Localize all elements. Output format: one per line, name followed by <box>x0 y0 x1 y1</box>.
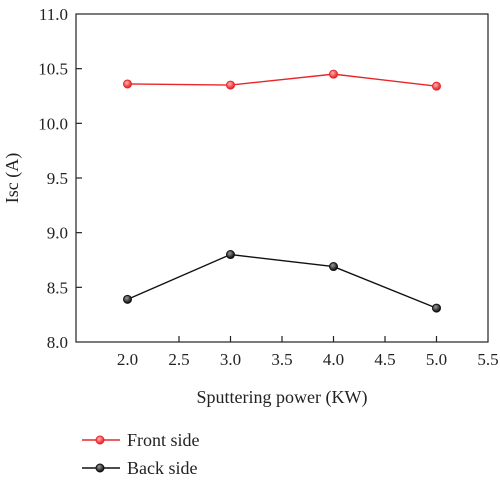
y-axis-title: Isc (A) <box>2 153 23 203</box>
data-point-front-side <box>432 81 441 91</box>
data-point-front-side <box>226 80 235 90</box>
legend-marker-back-side <box>95 463 105 473</box>
plot-frame <box>75 13 489 343</box>
y-tick-label: 9.0 <box>47 224 68 243</box>
data-point-front-side <box>123 79 132 89</box>
x-axis-ticks: 2.0 2.5 3.0 3.5 4.0 4.5 5.0 5.5 <box>117 336 499 369</box>
legend-marker-front-side <box>95 435 105 445</box>
y-tick-label: 11.0 <box>39 5 68 24</box>
x-tick-label: 2.0 <box>117 350 138 369</box>
series-line-front-side <box>127 73 437 87</box>
x-tick-label: 5.5 <box>477 350 498 369</box>
x-tick-label: 5.0 <box>426 350 447 369</box>
series-line-back-side <box>127 253 437 309</box>
data-point-back-side <box>329 262 338 272</box>
x-tick-label: 4.0 <box>323 350 344 369</box>
data-point-back-side <box>432 303 441 313</box>
y-tick-label: 8.0 <box>47 333 68 352</box>
data-point-front-side <box>329 69 338 79</box>
y-tick-label: 10.0 <box>38 114 68 133</box>
data-point-back-side <box>123 294 132 304</box>
legend-label-front-side: Front side <box>127 430 200 450</box>
legend: Front side Back side <box>82 430 200 478</box>
y-tick-label: 8.5 <box>47 278 68 297</box>
y-tick-label: 9.5 <box>47 169 68 188</box>
legend-label-back-side: Back side <box>127 458 197 478</box>
y-tick-label: 10.5 <box>38 60 68 79</box>
y-axis-ticks: 8.0 8.5 9.0 9.5 10.0 10.5 11.0 <box>38 5 82 352</box>
data-point-back-side <box>226 250 235 260</box>
x-axis-title: Sputtering power (KW) <box>197 387 368 408</box>
x-tick-label: 3.0 <box>220 350 241 369</box>
x-tick-label: 4.5 <box>374 350 395 369</box>
x-tick-label: 3.5 <box>271 350 292 369</box>
series-layer <box>123 69 441 313</box>
x-tick-label: 2.5 <box>168 350 189 369</box>
